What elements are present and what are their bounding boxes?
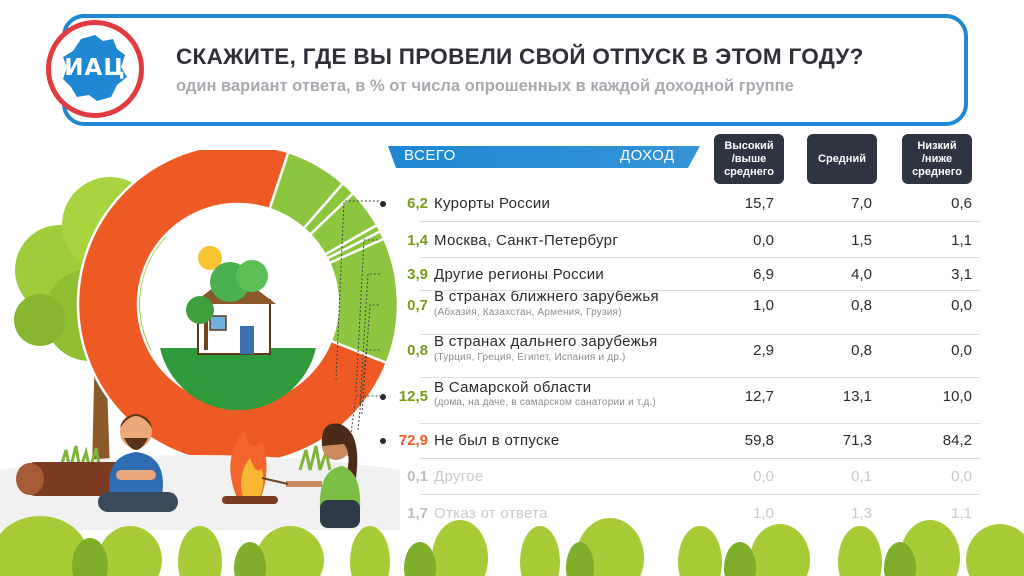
row-total-value: 0,1 bbox=[407, 468, 428, 485]
page-title: СКАЖИТЕ, ГДЕ ВЫ ПРОВЕЛИ СВОЙ ОТПУСК В ЭТ… bbox=[176, 44, 864, 69]
illustration bbox=[0, 150, 400, 530]
row-marker-dot bbox=[380, 438, 386, 444]
row-cell-high: 0,0 bbox=[753, 232, 774, 249]
row-cell-low: 0,6 bbox=[951, 195, 972, 212]
row-cell-high: 15,7 bbox=[744, 195, 774, 212]
row-cell-low: 10,0 bbox=[942, 388, 972, 405]
row-label: В Самарской области bbox=[434, 379, 592, 396]
row-total-value: 72,9 bbox=[398, 432, 428, 449]
row-divider bbox=[420, 221, 980, 222]
row-cell-mid: 7,0 bbox=[851, 195, 872, 212]
row-cell-low: 84,2 bbox=[942, 432, 972, 449]
row-cell-mid: 13,1 bbox=[842, 388, 872, 405]
row-note: (Абхазия, Казахстан, Армения, Грузия) bbox=[434, 307, 622, 318]
row-cell-high: 1,0 bbox=[753, 297, 774, 314]
row-cell-mid: 4,0 bbox=[851, 266, 872, 283]
row-label: В странах дальнего зарубежья bbox=[434, 333, 658, 350]
row-label: Москва, Санкт-Петербург bbox=[434, 232, 619, 249]
row-cell-mid: 0,8 bbox=[851, 342, 872, 359]
row-label: Другое bbox=[434, 468, 484, 485]
row-cell-mid: 1,5 bbox=[851, 232, 872, 249]
row-total-value: 1,4 bbox=[407, 232, 428, 249]
row-cell-mid: 0,8 bbox=[851, 297, 872, 314]
total-column-label: ВСЕГО bbox=[404, 147, 456, 164]
row-cell-low: 1,1 bbox=[951, 505, 972, 522]
row-cell-mid: 0,1 bbox=[851, 468, 872, 485]
row-label: Курорты России bbox=[434, 195, 551, 212]
income-column-label: ДОХОД bbox=[620, 147, 675, 164]
row-total-value: 0,8 bbox=[407, 342, 428, 359]
row-cell-low: 0,0 bbox=[951, 468, 972, 485]
row-cell-high: 0,0 bbox=[753, 468, 774, 485]
header-panel bbox=[62, 14, 968, 126]
row-label: Не был в отпуске bbox=[434, 432, 560, 449]
woman-icon bbox=[261, 423, 361, 528]
row-label: В странах ближнего зарубежья bbox=[434, 288, 659, 305]
leader-line bbox=[355, 239, 380, 393]
row-cell-low: 3,1 bbox=[951, 266, 972, 283]
row-label: Отказ от ответа bbox=[434, 505, 548, 522]
row-marker-dot bbox=[380, 201, 386, 207]
campfire-icon bbox=[222, 430, 278, 504]
row-note: (дома, на даче, в самарском санатории и … bbox=[434, 397, 656, 408]
row-divider bbox=[420, 290, 980, 291]
man-icon bbox=[98, 414, 178, 512]
row-label: Другие регионы России bbox=[434, 266, 605, 283]
row-divider bbox=[420, 377, 980, 378]
row-cell-high: 1,0 bbox=[753, 505, 774, 522]
bushes-decoration bbox=[0, 516, 1024, 576]
table-header-bar: ВСЕГО ДОХОД bbox=[388, 146, 700, 168]
row-note: (Турция, Греция, Египет, Испания и др.) bbox=[434, 352, 626, 363]
column-header-low: Низкий /ниже среднего bbox=[902, 134, 972, 184]
row-divider bbox=[420, 494, 980, 495]
row-cell-high: 59,8 bbox=[744, 432, 774, 449]
row-cell-mid: 1,3 bbox=[851, 505, 872, 522]
row-cell-low: 0,0 bbox=[951, 342, 972, 359]
row-cell-low: 0,0 bbox=[951, 297, 972, 314]
region-map-icon bbox=[63, 35, 127, 101]
logo: ИАЦ bbox=[46, 20, 144, 118]
row-cell-high: 6,9 bbox=[753, 266, 774, 283]
row-total-value: 6,2 bbox=[407, 195, 428, 212]
house-icon bbox=[160, 246, 316, 411]
column-header-mid: Средний bbox=[807, 134, 877, 184]
row-divider bbox=[420, 458, 980, 459]
row-divider bbox=[420, 423, 980, 424]
row-total-value: 12,5 bbox=[398, 388, 428, 405]
row-cell-high: 2,9 bbox=[753, 342, 774, 359]
leader-line bbox=[361, 304, 380, 415]
row-divider bbox=[420, 257, 980, 258]
row-total-value: 3,9 bbox=[407, 266, 428, 283]
row-cell-mid: 71,3 bbox=[842, 432, 872, 449]
row-divider bbox=[420, 334, 980, 335]
column-header-high: Высокий /выше среднего bbox=[714, 134, 784, 184]
row-total-value: 0,7 bbox=[407, 297, 428, 314]
row-cell-high: 12,7 bbox=[744, 388, 774, 405]
leader-line bbox=[357, 349, 380, 431]
page-subtitle: один вариант ответа, в % от числа опроше… bbox=[176, 77, 794, 95]
row-cell-low: 1,1 bbox=[951, 232, 972, 249]
logo-text: ИАЦ bbox=[64, 55, 126, 81]
row-marker-dot bbox=[380, 394, 386, 400]
row-total-value: 1,7 bbox=[407, 505, 428, 522]
sun-icon bbox=[198, 246, 222, 270]
